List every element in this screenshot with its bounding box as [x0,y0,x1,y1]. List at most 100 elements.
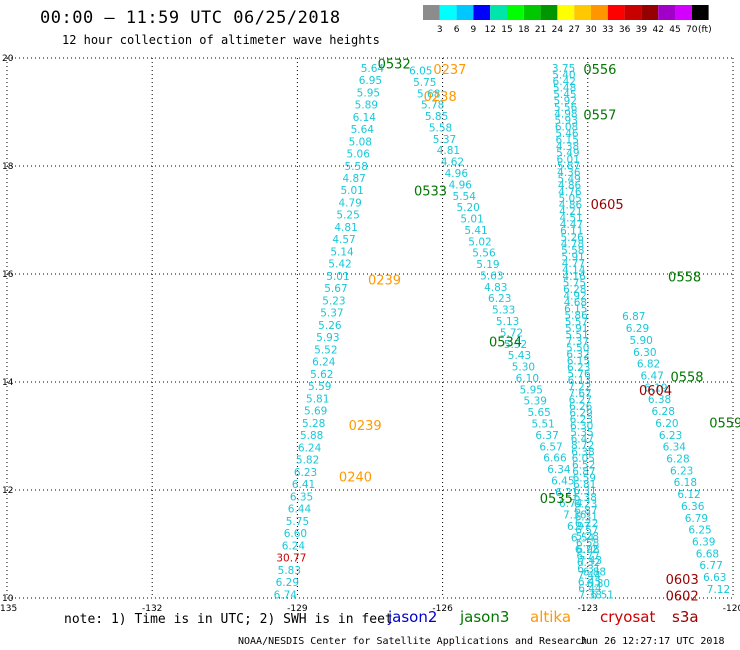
wave-height-value: 5.02 [468,236,491,248]
wave-height-value: 6.20 [655,418,678,430]
wave-height-value: 5.56 [472,248,496,260]
wave-height-value: 6.80 [587,578,610,590]
pass-time-label: 0240 [339,471,372,486]
wave-height-value: 5.49 [556,147,579,159]
wave-height-value: 4.14 [562,264,586,276]
wave-height-value: 6.29 [626,323,649,335]
colorbar-label: 12 [484,25,495,35]
wave-height-value: 5.52 [314,344,337,356]
wave-height-value: 5.19 [476,259,499,271]
wave-height-value: 6.38 [574,492,597,504]
wave-height-value: 5.75 [563,277,586,289]
lat-tick-label: 16 [2,270,14,280]
wave-height-value: 5.58 [561,245,584,257]
wave-height-value: 6.14 [353,112,377,124]
wave-height-value: 5.37 [433,134,456,146]
wave-height-value: 4.86 [559,199,583,211]
wave-height-value: 5.58 [429,122,452,134]
wave-height-value: 6.35 [290,491,313,503]
chart-subtitle: 12 hour collection of altimeter wave hei… [62,33,380,47]
lon-tick-label: -135 [0,604,17,614]
pass-time-label: 0532 [378,57,411,72]
lon-tick-label: -126 [432,604,453,614]
wave-height-value: 6.45 [551,475,574,487]
wave-height-value: 5.14 [330,246,354,258]
colorbar-label: 3 [437,25,443,35]
wave-height-value: 4.68 [564,297,587,309]
colorbar-label: 70 [686,25,698,35]
wave-height-value: 5.05 [558,193,581,205]
colorbar-swatch [557,5,575,20]
wave-height-value: 5.41 [464,225,487,237]
wave-height-value: 4.86 [558,180,582,192]
wave-height-value: 6.30 [570,420,593,432]
pass-time-label: 0533 [414,184,447,199]
wave-height-value: 6.45 [578,576,601,588]
wave-height-value: 6.10 [516,373,539,385]
wave-height-value: 4.62 [441,157,464,169]
pass-time-label: 0604 [639,384,672,399]
wave-height-value: 6.23 [570,414,593,426]
wave-height-value: 5.51 [565,329,588,341]
wave-height-value: 6.47 [571,433,594,445]
wave-height-value: 6.21 [555,487,578,499]
pass-time-label: 0556 [583,63,616,78]
colorbar-label: 42 [652,25,663,35]
wave-height-value: 5.28 [302,418,325,430]
wave-height-value: 5.26 [560,232,584,244]
lat-tick-label: 12 [2,486,13,496]
wave-height-value: 6.13 [568,375,591,387]
wave-height-value: 4.92 [563,290,586,302]
wave-height-value: 6.51 [591,589,614,601]
wave-height-value: 4.96 [445,168,469,180]
wave-height-value: 6.23 [567,362,590,374]
colorbar-label: 33 [602,25,613,35]
footer-credit: NOAA/NESDIS Center for Satellite Applica… [238,636,588,647]
wave-height-value: 5.23 [322,295,345,307]
pass-time-label: 0534 [489,336,522,351]
wave-height-value: 4.47 [560,219,583,231]
wave-height-value: 4.98 [554,108,577,120]
colorbar-swatch [574,5,591,20]
wave-height-value: 6.30 [633,347,656,359]
wave-height-value: 7.22 [568,381,591,393]
wave-height-value: 6.11 [560,225,583,237]
colorbar-label: 6 [454,25,460,35]
wave-height-value: 5.89 [355,100,378,112]
wave-height-value: 6.37 [535,430,558,442]
wave-height-value: 6.05 [409,66,432,78]
wave-height-value: 5.43 [508,350,531,362]
wave-height-value: 7.43 [579,555,602,567]
wave-height-value: 6.38 [571,446,594,458]
lon-tick-label: -120 [723,604,740,614]
colorbar-label: 39 [636,25,648,35]
wave-height-value: 5.86 [564,310,588,322]
wave-height-value: 6.36 [681,501,705,513]
wave-height-value: 5.64 [351,124,375,136]
wave-height-value: 6.82 [637,359,660,371]
footer-note: note: 1) Time is in UTC; 2) SWH is in fe… [64,612,393,627]
colorbar-label: 30 [585,25,597,35]
wave-height-value: 5.25 [336,210,359,222]
colorbar-swatch [624,5,642,20]
wave-height-value: 4.16 [562,271,586,283]
wave-height-value: 5.95 [520,384,543,396]
wave-height-value: 5.13 [496,316,519,328]
pass-time-label: 0239 [349,419,382,434]
colorbar-label: 45 [669,25,680,35]
pass-time-label: 0603 [666,573,699,588]
wave-height-value: 5.08 [349,136,372,148]
wave-height-value: 6.19 [644,382,667,394]
wave-height-value: 6.58 [576,537,599,549]
wave-height-value: 6.31 [577,563,600,575]
wave-height-value: 4.81 [334,222,357,234]
wave-height-value: 5.83 [278,565,301,577]
wave-height-value: 6.24 [298,442,322,454]
colorbar-label: 24 [552,25,564,35]
footer-timestamp: Jun 26 12:27:17 UTC 2018 [580,636,725,647]
wave-height-value: 5.75 [413,77,436,89]
wave-height-value: 5.42 [328,259,351,271]
lon-tick-label: -129 [287,604,308,614]
lat-tick-label: 18 [2,162,14,172]
